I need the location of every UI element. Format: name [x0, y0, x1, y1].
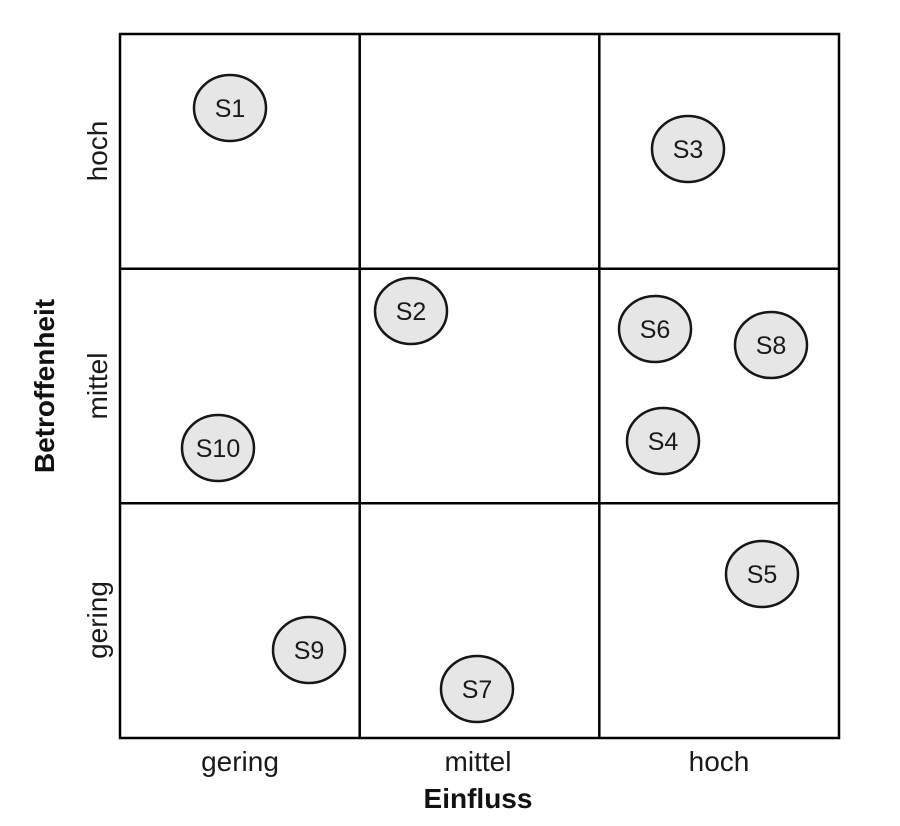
- stakeholder-label: S7: [462, 676, 493, 704]
- stakeholder-label: S2: [396, 298, 427, 326]
- y-tick-gering: gering: [82, 581, 113, 659]
- stakeholder-point-s5: S5: [724, 539, 800, 609]
- x-tick-mittel: mittel: [445, 746, 512, 777]
- stakeholder-point-s7: S7: [439, 654, 515, 724]
- grid-border: [118, 32, 841, 740]
- stakeholder-circle: [617, 294, 693, 364]
- stakeholder-circle: [271, 615, 347, 685]
- x-tick-hoch: hoch: [689, 746, 750, 777]
- x-tick-gering: gering: [201, 746, 279, 777]
- y-tick-mittel: mittel: [82, 353, 113, 420]
- stakeholder-label: S6: [640, 316, 671, 344]
- stakeholder-circle: [625, 406, 701, 476]
- y-tick-hoch: hoch: [82, 121, 113, 182]
- x-axis-ticks: gering mittel hoch: [201, 746, 749, 777]
- stakeholder-point-s10: S10: [180, 413, 256, 483]
- stakeholder-label: S3: [673, 136, 704, 164]
- stakeholder-point-s3: S3: [650, 114, 726, 184]
- stakeholder-points: S1 S2 S3 S4 S5 S6 S7 S8 S9 S10: [180, 73, 809, 724]
- stakeholder-circle: [724, 539, 800, 609]
- stakeholder-circle: [439, 654, 515, 724]
- stakeholder-circle: [180, 413, 256, 483]
- stakeholder-point-s4: S4: [625, 406, 701, 476]
- stakeholder-label: S5: [747, 561, 778, 589]
- stakeholder-circle: [733, 310, 809, 380]
- stakeholder-label: S8: [756, 332, 787, 360]
- stakeholder-label: S1: [215, 95, 246, 123]
- stakeholder-point-s8: S8: [733, 310, 809, 380]
- stakeholder-point-s9: S9: [271, 615, 347, 685]
- stakeholder-point-s6: S6: [617, 294, 693, 364]
- stakeholder-point-s1: S1: [192, 73, 268, 143]
- stakeholder-label: S4: [648, 428, 679, 456]
- stakeholder-circle: [650, 114, 726, 184]
- stakeholder-point-s2: S2: [373, 276, 449, 346]
- stakeholder-circle: [192, 73, 268, 143]
- x-axis-title: Einfluss: [424, 783, 533, 814]
- stakeholder-circle: [373, 276, 449, 346]
- matrix-grid: [118, 32, 841, 740]
- stakeholder-label: S9: [294, 637, 325, 665]
- y-axis-title: Betroffenheit: [29, 299, 60, 473]
- y-axis-ticks: hoch mittel gering: [82, 121, 113, 659]
- stakeholder-label: S10: [196, 435, 240, 463]
